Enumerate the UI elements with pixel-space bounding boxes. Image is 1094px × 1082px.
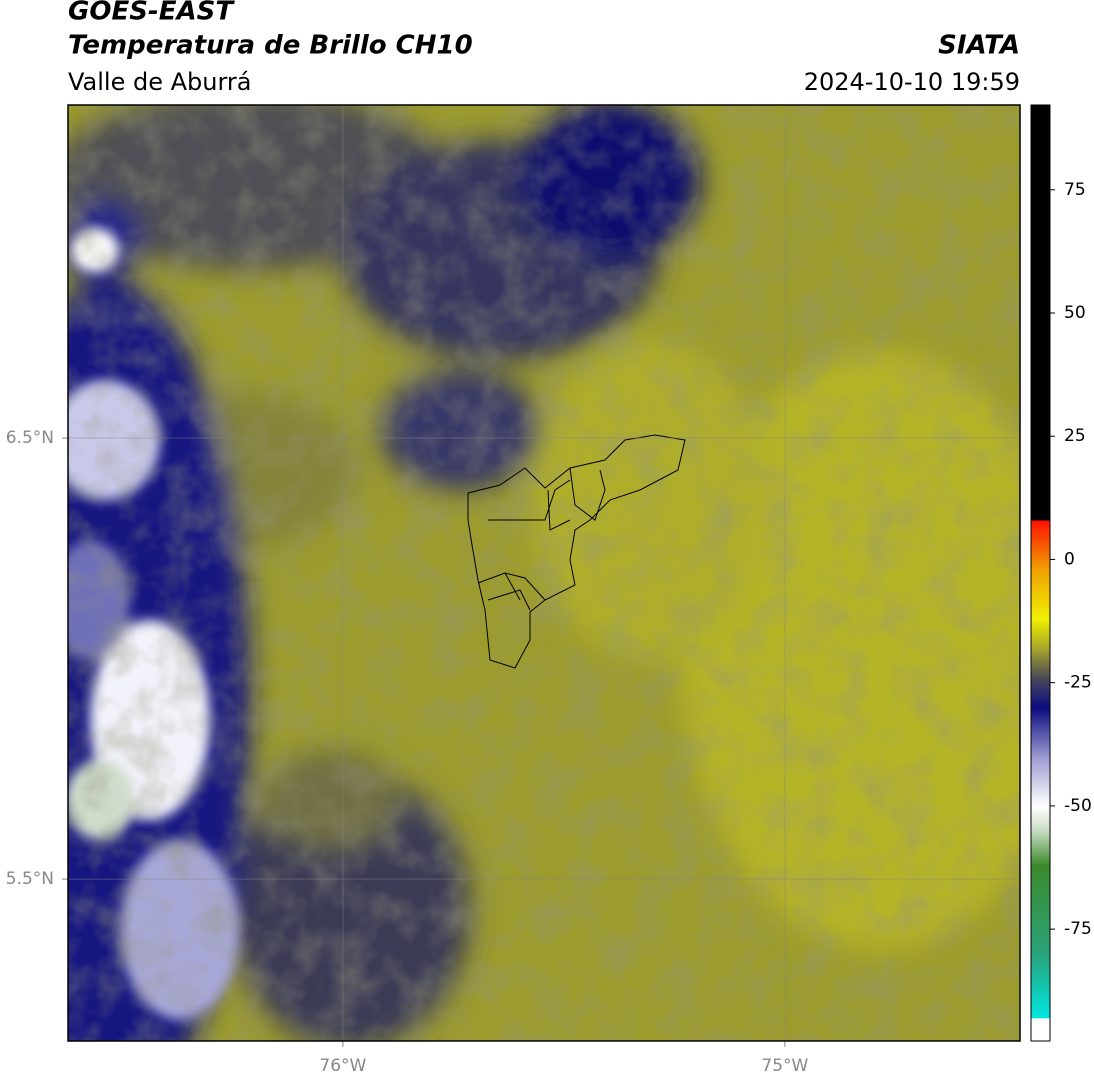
colorbar: 75 50 25 0 -25 -50 -75 xyxy=(1031,105,1092,1042)
map-frame xyxy=(67,104,1021,1042)
colorbar-segment xyxy=(1031,648,1050,679)
colorbar-segment xyxy=(1031,618,1050,649)
colorbar-segment xyxy=(1031,569,1050,620)
source: SIATA xyxy=(938,31,1020,61)
municipal-boundaries xyxy=(467,434,686,669)
colorbar-tick-label: -50 xyxy=(1064,796,1092,816)
graticule: 76°W 75°W 6.5°N 5.5°N xyxy=(6,105,1020,1076)
x-tick-label: 75°W xyxy=(761,1056,808,1076)
colorbar-tick-label: 50 xyxy=(1064,303,1086,323)
colorbar-segment xyxy=(1031,105,1050,521)
colorbar-segment xyxy=(1031,953,1050,1019)
colorbar-segment xyxy=(1031,830,1050,866)
colorbar-segment xyxy=(1031,1017,1050,1042)
datetime: 2024-10-10 19:59 xyxy=(804,68,1020,96)
region: Valle de Aburrá xyxy=(68,68,252,96)
colorbar-tick-label: -25 xyxy=(1064,673,1092,693)
colorbar-segment xyxy=(1031,677,1050,708)
colorbar-segment xyxy=(1031,865,1050,955)
title: GOES-EAST xyxy=(68,0,235,27)
colorbar-segment xyxy=(1031,707,1050,758)
colorbar-segment xyxy=(1031,805,1050,832)
colorbar-tick-label: 75 xyxy=(1064,180,1086,200)
y-tick-label: 6.5°N xyxy=(6,428,54,448)
colorbar-tick-label: 25 xyxy=(1064,426,1086,446)
colorbar-segment xyxy=(1031,756,1050,807)
y-tick-label: 5.5°N xyxy=(6,869,54,889)
satellite-image xyxy=(68,105,1020,1041)
colorbar-segment xyxy=(1031,520,1050,570)
colorbar-frame xyxy=(1030,104,1051,1042)
texture xyxy=(68,105,1020,1041)
colorbar-tick-label: -75 xyxy=(1064,919,1092,939)
x-tick-label: 76°W xyxy=(319,1056,366,1076)
subtitle: Temperatura de Brillo CH10 xyxy=(68,31,473,61)
colorbar-tick-label: 0 xyxy=(1064,549,1075,569)
